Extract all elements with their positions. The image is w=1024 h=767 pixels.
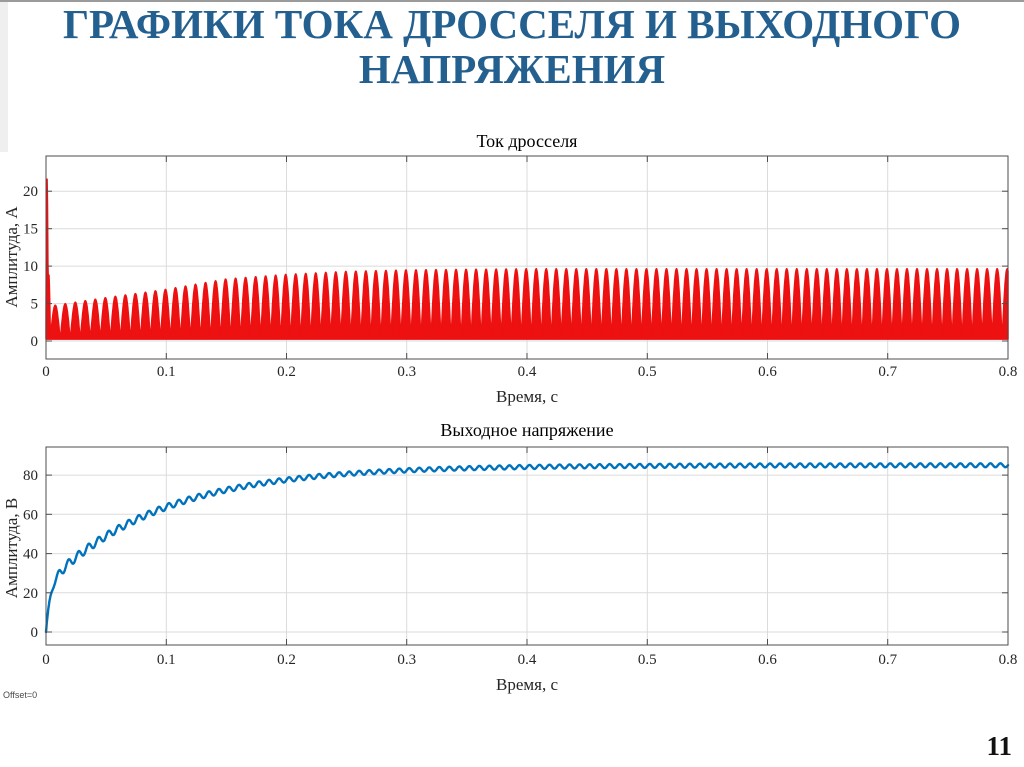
y-tick-label: 20 [23,184,38,200]
x-tick-label: 0.2 [277,364,296,380]
offset-label: Offset=0 [3,690,38,700]
slide-left-edge [0,2,8,152]
x-tick-label: 0.8 [999,364,1018,380]
slide-top-edge [0,0,1024,2]
y-tick-label: 40 [23,547,38,563]
x-tick-label: 0 [42,364,50,380]
y-tick-label: 10 [23,259,38,275]
x-tick-label: 0.4 [518,652,537,668]
page-number: 11 [986,731,1012,761]
inductor-current-waveform [45,178,1009,340]
y-tick-label: 20 [23,586,38,602]
y-axis-label: Амплитуда, А [2,206,21,308]
x-tick-label: 0.1 [157,652,176,668]
x-tick-label: 0.5 [638,652,657,668]
x-tick-label: 0 [42,652,50,668]
x-tick-label: 0.6 [758,364,777,380]
x-tick-label: 0.3 [397,364,416,380]
x-tick-label: 0.4 [518,364,537,380]
slide-title: ГРАФИКИ ТОКА ДРОССЕЛЯ И ВЫХОДНОГО НАПРЯЖ… [62,1,962,93]
output-voltage-chart: 0 0.1 0.2 0.3 0.4 0.5 0.6 0.7 0.8 0 20 40 60 80 Выходн… [2,420,1017,694]
y-tick-label: 0 [31,625,39,641]
y-tick-label: 0 [31,334,39,350]
x-tick-label: 0.7 [878,364,897,380]
y-tick-label: 60 [23,507,38,523]
x-tick-label: 0.3 [397,652,416,668]
y-axis-label: Амплитуда, В [2,498,21,598]
output-voltage-waveform [44,462,1010,634]
chart-title: Ток дросселя [477,131,578,151]
x-tick-label: 0.2 [277,652,296,668]
x-axis-label: Время, с [496,387,558,406]
x-tick-label: 0.6 [758,652,777,668]
chart-title: Выходное напряжение [440,420,613,440]
y-tick-label: 15 [23,222,38,238]
x-axis-label: Время, с [496,675,558,694]
y-tick-label: 5 [31,297,39,313]
inductor-current-chart: 0 0.1 0.2 0.3 0.4 0.5 0.6 0.7 0.8 0 5 10 15 20 Ток дро… [2,131,1017,406]
x-tick-label: 0.5 [638,364,657,380]
x-tick-label: 0.1 [157,364,176,380]
x-tick-label: 0.7 [878,652,897,668]
x-tick-label: 0.8 [999,652,1018,668]
y-tick-label: 80 [23,468,38,484]
